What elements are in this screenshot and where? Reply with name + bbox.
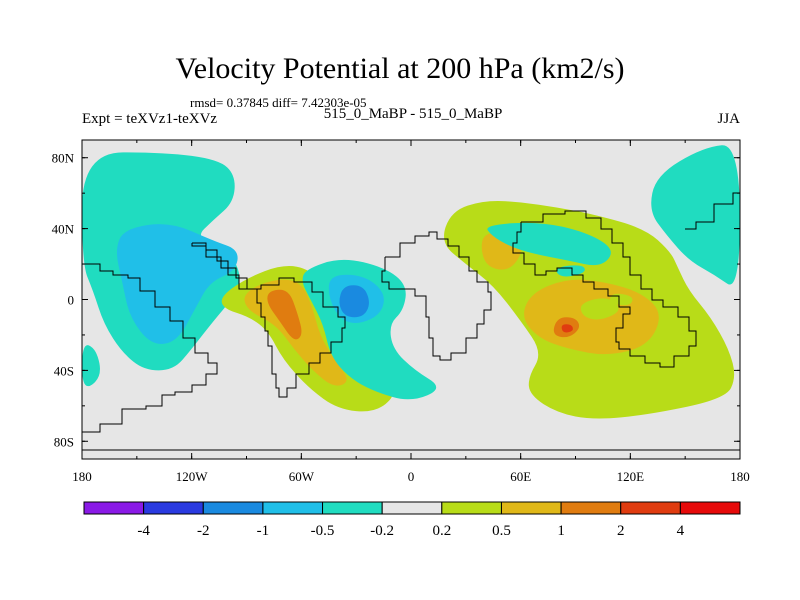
y-tick-label: 0: [68, 293, 75, 308]
coastline-0: [82, 263, 218, 438]
colorbar-label: -0.2: [370, 523, 394, 539]
chart-title: Velocity Potential at 200 hPa (km2/s): [175, 52, 625, 85]
colorbar-swatch: [560, 501, 622, 515]
colorbar-swatch: [322, 501, 383, 515]
colorbar-swatch: [500, 501, 562, 515]
x-tick-label: 60E: [510, 469, 531, 484]
colorbar-label: -0.5: [311, 523, 335, 539]
y-tick-label: 40S: [54, 363, 74, 378]
contour-region-arctic-asia-gap: [487, 222, 611, 266]
colorbar-label: 0.2: [432, 523, 451, 539]
y-tick-label: 80N: [52, 151, 75, 166]
contour-region-inner-gap-2: [609, 293, 633, 306]
contour-region-west-south-pacific-negative: [82, 345, 100, 387]
colorbar-label: -1: [257, 523, 270, 539]
x-tick-label: 180: [730, 469, 750, 484]
stats-label: rmsd= 0.37845 diff= 7.42303e-05: [190, 95, 367, 110]
x-tick-label: 120W: [176, 469, 209, 484]
colorbar-label: 1: [557, 523, 565, 539]
colorbar-swatch: [679, 501, 741, 515]
colorbar-swatch: [143, 501, 204, 515]
y-axis: 80N 40N 0 40S 80S: [52, 151, 740, 449]
coastline-2: [381, 231, 492, 361]
contour-region-south-america-one: [267, 289, 302, 340]
x-tick-label: 0: [408, 469, 415, 484]
map-fill-layer: [82, 140, 740, 459]
y-tick-label: 80S: [54, 434, 74, 449]
contour-region-atlantic-minus-one: [339, 285, 369, 318]
experiment-label: Expt = teXVz1-teXVz: [82, 111, 218, 127]
coastline-1: [191, 242, 346, 398]
case-label: 515_0_MaBP - 515_0_MaBP: [323, 106, 503, 122]
colorbar-label: 2: [617, 523, 625, 539]
colorbar-swatch: [381, 501, 443, 515]
x-axis: 180 120W 60W 0 60E 120E 180: [72, 140, 750, 484]
contour-region-indian-ocean-two: [561, 324, 573, 333]
colorbar: -4 -2 -1 -0.5 -0.2 0.2 0.5 1 2 4: [83, 501, 741, 539]
colorbar-label: -4: [137, 523, 150, 539]
contour-region-inner-gap-1: [580, 298, 619, 320]
x-tick-label: 120E: [617, 469, 645, 484]
colorbar-swatch: [202, 501, 264, 515]
x-tick-label: 60W: [289, 469, 315, 484]
contour-region-east-asia-negative: [651, 145, 740, 285]
colorbar-label: 4: [677, 523, 685, 539]
colorbar-label: -2: [197, 523, 210, 539]
colorbar-label: 0.5: [492, 523, 511, 539]
colorbar-swatch: [83, 501, 145, 515]
coastline-layer: [82, 186, 740, 451]
colorbar-swatch: [441, 501, 502, 515]
colorbar-swatch: [620, 501, 681, 515]
colorbar-swatch: [262, 501, 324, 515]
x-tick-label: 180: [72, 469, 92, 484]
coastline-3: [512, 210, 697, 368]
season-label: JJA: [717, 111, 740, 127]
y-tick-label: 40N: [52, 222, 75, 237]
contour-region-pacific-minus-half: [116, 224, 238, 345]
